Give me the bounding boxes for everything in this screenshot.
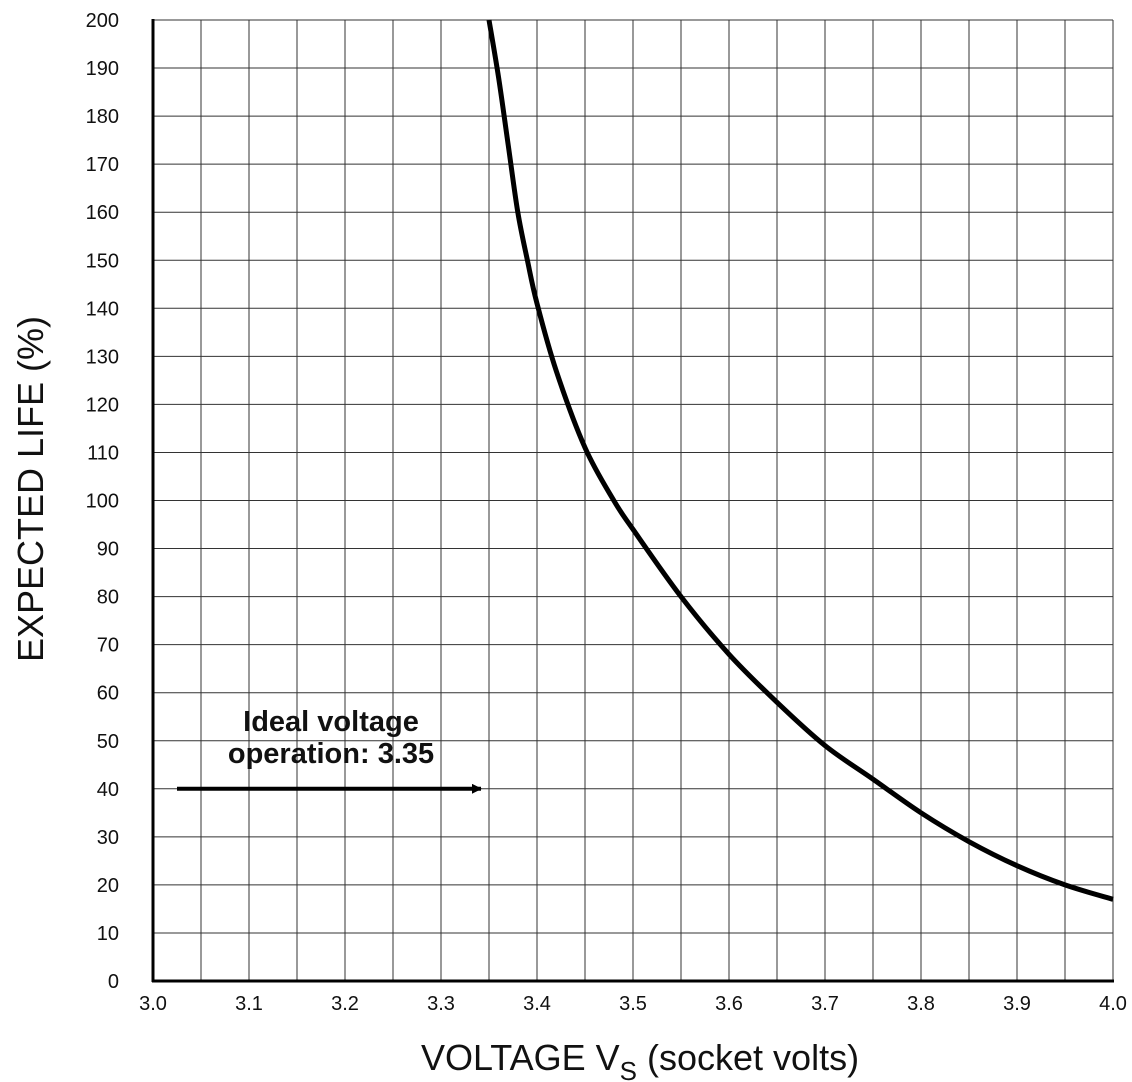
x-tick-label: 3.6 [715, 993, 743, 1015]
y-tick-label: 190 [86, 58, 119, 80]
y-tick-label: 130 [86, 346, 119, 368]
x-tick-label: 3.9 [1003, 993, 1031, 1015]
x-tick-label: 3.5 [619, 993, 647, 1015]
y-tick-label: 60 [97, 683, 119, 705]
series-line-0 [486, 19, 1114, 902]
axes [151, 19, 1114, 983]
x-axis-title: VOLTAGE VS (socket volts) [421, 1037, 859, 1082]
y-tick-label: 50 [97, 731, 119, 753]
y-tick-label: 160 [86, 202, 119, 224]
x-tick-label: 3.2 [331, 993, 359, 1015]
x-tick-label: 3.3 [427, 993, 455, 1015]
y-tick-label: 10 [97, 923, 119, 945]
x-tick-label: 3.8 [907, 993, 935, 1015]
y-tick-labels: 0 10 20 30 40 50 60 70 80 90 100 110 120 130 140 150 160… [86, 10, 119, 993]
y-tick-label: 30 [97, 827, 119, 849]
y-tick-label: 170 [86, 154, 119, 176]
x-axis-title-main: VOLTAGE V [421, 1037, 620, 1078]
annotation-text-line: Ideal voltage [243, 706, 419, 738]
y-tick-label: 90 [97, 539, 119, 561]
series-layer [486, 19, 1114, 902]
y-tick-label: 120 [86, 394, 119, 416]
annotation-text-line: operation: 3.35 [228, 738, 434, 770]
y-tick-label: 0 [108, 971, 119, 993]
y-tick-label: 140 [86, 298, 119, 320]
x-axis-title-subscript: S [620, 1056, 637, 1082]
y-tick-label: 150 [86, 250, 119, 272]
y-tick-label: 200 [86, 10, 119, 32]
x-tick-label: 3.1 [235, 993, 263, 1015]
y-tick-label: 40 [97, 779, 119, 801]
x-axis-title-suffix: (socket volts) [637, 1037, 859, 1078]
y-tick-label: 110 [87, 442, 119, 464]
y-tick-label: 20 [97, 875, 119, 897]
y-tick-label: 70 [97, 635, 119, 657]
grid [152, 19, 1114, 982]
y-tick-label: 100 [86, 491, 119, 513]
x-tick-label: 3.0 [139, 993, 167, 1015]
y-tick-label: 180 [86, 106, 119, 128]
x-tick-label: 3.7 [811, 993, 839, 1015]
y-tick-label: 80 [97, 587, 119, 609]
x-tick-label: 4.0 [1099, 993, 1127, 1015]
y-axis-title: EXPECTED LIFE (%) [10, 316, 51, 662]
x-tick-label: 3.4 [523, 993, 551, 1015]
x-tick-labels: 3.0 3.1 3.2 3.3 3.4 3.5 3.6 3.7 3.8 3.9 4.0 [139, 993, 1127, 1015]
